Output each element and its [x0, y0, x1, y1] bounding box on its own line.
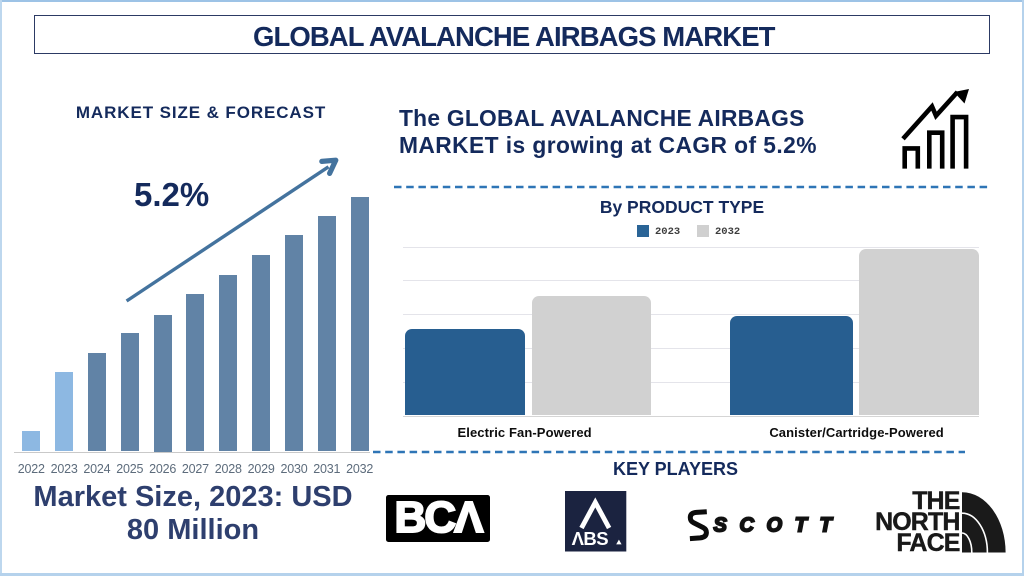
svg-text:ΛBS: ΛBS	[572, 528, 609, 549]
svg-text:SCOTT: SCOTT	[714, 515, 841, 537]
